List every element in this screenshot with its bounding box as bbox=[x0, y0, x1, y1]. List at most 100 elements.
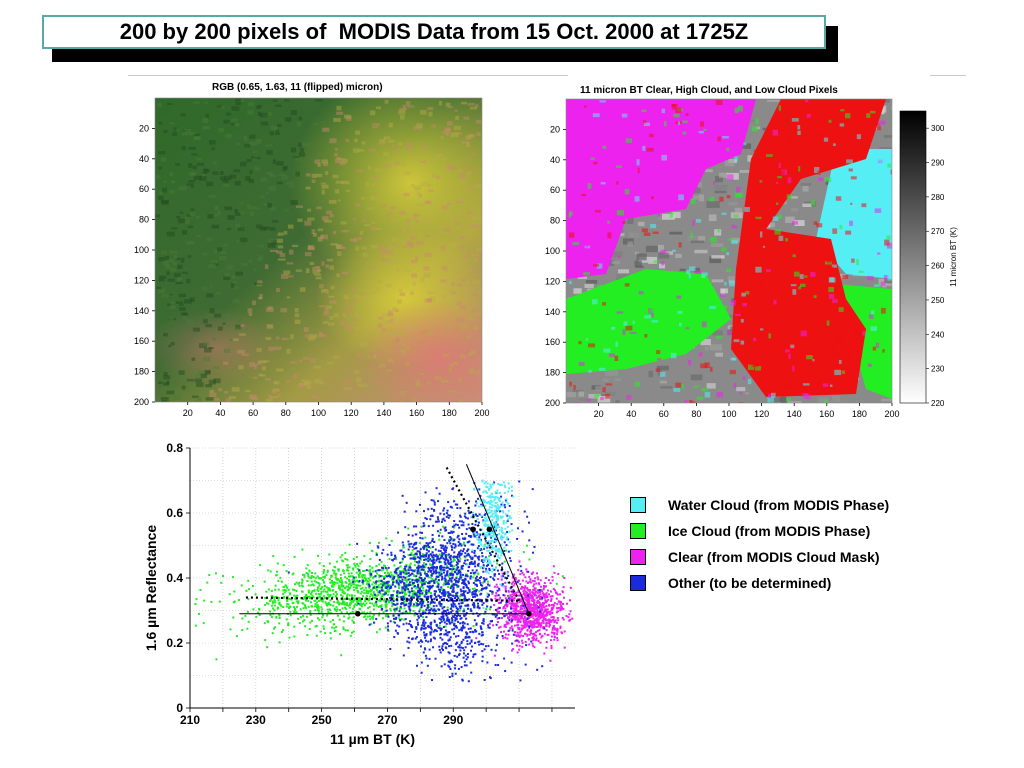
rgb-texture bbox=[384, 262, 393, 266]
scatter-point bbox=[480, 538, 483, 541]
scatter-point bbox=[280, 580, 283, 583]
scatter-point bbox=[532, 633, 535, 636]
rgb-texture bbox=[298, 359, 303, 363]
rgb-texture bbox=[179, 186, 187, 191]
scatter-point bbox=[354, 580, 357, 583]
scatter-point bbox=[552, 565, 555, 568]
scatter-point bbox=[330, 575, 333, 578]
scatter-point bbox=[434, 548, 437, 551]
rgb-texture bbox=[476, 316, 482, 320]
class-speckle bbox=[846, 159, 853, 164]
scatter-point bbox=[398, 607, 401, 610]
scatter-point bbox=[443, 513, 446, 516]
scatter-point bbox=[438, 573, 441, 576]
scatter-point bbox=[457, 602, 460, 605]
rgb-texture bbox=[360, 342, 367, 347]
scatter-point bbox=[377, 584, 380, 587]
scatter-point bbox=[557, 619, 560, 622]
rgb-texture bbox=[183, 219, 190, 225]
scatter-point bbox=[507, 597, 510, 600]
scatter-point bbox=[532, 598, 535, 601]
scatter-point bbox=[482, 581, 485, 584]
scatter-point bbox=[425, 563, 428, 566]
rgb-texture bbox=[265, 192, 270, 195]
rgb-texture bbox=[260, 177, 268, 182]
scatter-point bbox=[500, 630, 503, 633]
scatter-point bbox=[409, 573, 412, 576]
rgb-texture bbox=[362, 252, 368, 257]
class-speckle bbox=[641, 109, 647, 113]
rgb-texture bbox=[461, 290, 467, 294]
scatter-point bbox=[471, 645, 474, 648]
class-speckle bbox=[666, 298, 673, 302]
scatter-point bbox=[412, 581, 415, 584]
scatter-point bbox=[324, 596, 327, 599]
rgb-texture bbox=[162, 260, 169, 265]
class-speckle bbox=[583, 105, 587, 108]
scatter-point bbox=[259, 564, 262, 567]
class-speckle bbox=[669, 212, 674, 218]
rgb-texture bbox=[234, 180, 241, 186]
rgb-texture bbox=[444, 128, 450, 131]
rgb-texture bbox=[252, 300, 256, 306]
rgb-texture bbox=[300, 383, 306, 388]
scatter-point bbox=[341, 600, 344, 603]
class-speckle bbox=[828, 294, 835, 299]
rgb-texture bbox=[404, 362, 410, 366]
scatter-point bbox=[303, 575, 306, 578]
scatter-point bbox=[329, 604, 332, 607]
class-speckle bbox=[626, 395, 632, 400]
rgb-texture bbox=[312, 232, 317, 237]
class-speckle bbox=[594, 393, 600, 398]
rgb-texture bbox=[443, 157, 447, 160]
scatter-point bbox=[327, 601, 330, 604]
scatter-point bbox=[514, 576, 517, 579]
scatter-point bbox=[490, 620, 493, 623]
gray-texture bbox=[883, 135, 892, 138]
scatter-point bbox=[267, 569, 270, 572]
class-speckle bbox=[687, 359, 692, 366]
scatter-point bbox=[341, 584, 344, 587]
scatter-point bbox=[393, 621, 396, 624]
scatter-point bbox=[340, 611, 343, 614]
bt-x-tick-label: 20 bbox=[594, 409, 604, 419]
scatter-point bbox=[341, 591, 344, 594]
rgb-texture bbox=[357, 383, 364, 387]
scatter-point bbox=[369, 602, 372, 605]
scatter-point bbox=[550, 599, 553, 602]
rgb-texture bbox=[209, 284, 214, 288]
scatter-point bbox=[514, 634, 517, 637]
scatter-point bbox=[416, 623, 419, 626]
scatter-point bbox=[532, 585, 535, 588]
scatter-point bbox=[480, 589, 483, 592]
scatter-point bbox=[322, 590, 325, 593]
scatter-point bbox=[455, 576, 458, 579]
rgb-texture bbox=[294, 313, 300, 318]
scatter-point bbox=[557, 606, 560, 609]
scatter-point bbox=[526, 602, 529, 605]
class-speckle bbox=[826, 258, 831, 263]
scatter-point bbox=[428, 626, 431, 629]
class-speckle bbox=[875, 123, 880, 126]
rgb-texture bbox=[194, 378, 203, 383]
class-speckle bbox=[811, 200, 816, 206]
scatter-point bbox=[502, 637, 505, 640]
scatter-point bbox=[290, 598, 293, 601]
class-speckle bbox=[603, 348, 611, 353]
rgb-texture bbox=[471, 377, 477, 380]
rgb-texture bbox=[276, 250, 283, 254]
rgb-texture bbox=[231, 118, 239, 122]
scatter-point bbox=[351, 595, 354, 598]
scatter-point bbox=[534, 619, 537, 622]
scatter-point bbox=[310, 591, 313, 594]
scatter-point bbox=[526, 593, 529, 596]
scatter-point bbox=[460, 565, 463, 568]
scatter-point bbox=[412, 610, 415, 613]
rgb-texture bbox=[378, 245, 387, 250]
rgb-texture bbox=[157, 150, 166, 155]
rgb-texture bbox=[244, 390, 251, 393]
class-speckle bbox=[812, 358, 815, 362]
scatter-point bbox=[533, 583, 536, 586]
scatter-point bbox=[429, 514, 432, 517]
scatter-point bbox=[538, 594, 541, 597]
